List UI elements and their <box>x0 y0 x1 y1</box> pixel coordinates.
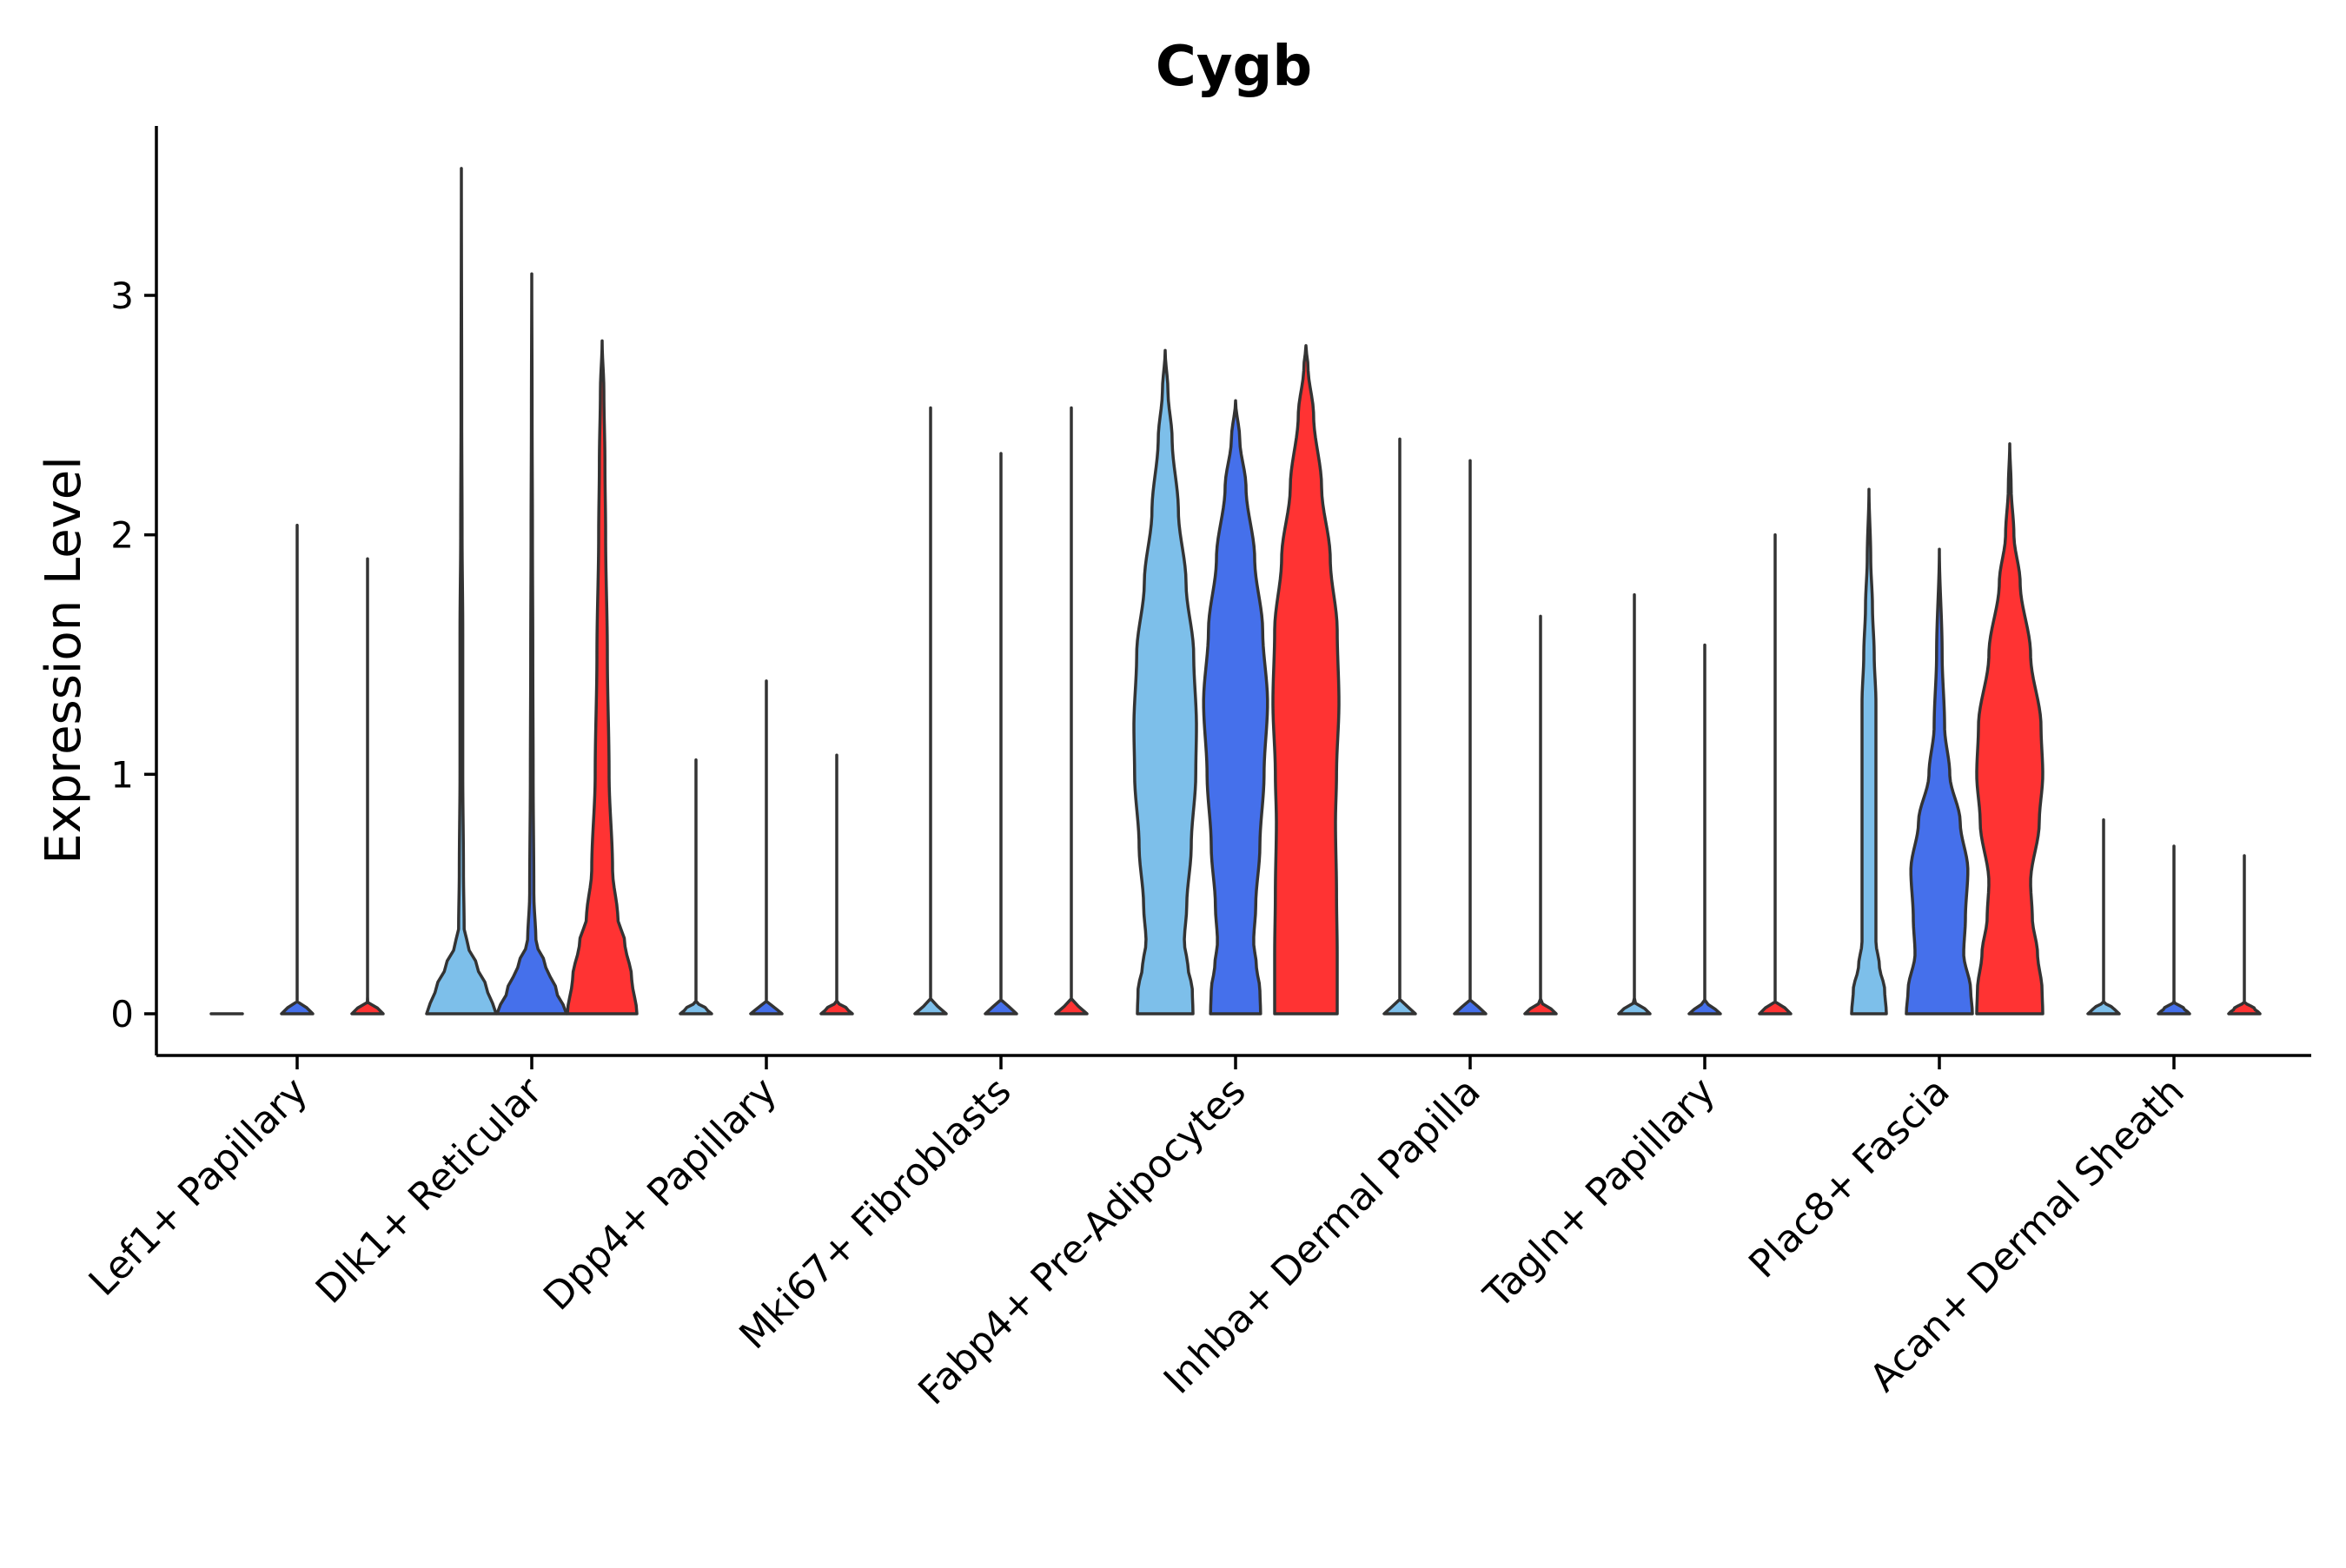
violin-8-3 <box>1975 442 2044 1016</box>
x-category-label-1: Lef1+ Papillary <box>81 1069 316 1305</box>
violin-4-2 <box>984 452 1018 1016</box>
violin-7-1 <box>1617 592 1652 1016</box>
violins-layer <box>209 167 2262 1016</box>
violin-3-2 <box>749 679 784 1016</box>
violin-5-3 <box>1271 344 1341 1016</box>
violin-5-2 <box>1202 399 1269 1016</box>
y-tick-label-3: 3 <box>110 275 134 317</box>
y-axis-label: Expression Level <box>36 456 92 864</box>
violin-3-3 <box>819 753 854 1016</box>
chart-title: Cygb <box>1156 35 1312 99</box>
violin-7-2 <box>1687 643 1722 1016</box>
violin-8-2 <box>1905 547 1974 1016</box>
x-category-label-2: Dlk1+ Reticular <box>308 1068 552 1313</box>
violin-3-1 <box>679 758 713 1016</box>
y-tick-label-0: 0 <box>110 993 134 1035</box>
violin-6-1 <box>1382 437 1417 1016</box>
violin-6-2 <box>1453 459 1488 1016</box>
violin-7-3 <box>1758 533 1793 1016</box>
violin-2-2 <box>495 272 568 1016</box>
violin-9-2 <box>2157 844 2191 1016</box>
x-category-label-8: Plac8+ Fascia <box>1740 1069 1958 1287</box>
y-tick-label-2: 2 <box>110 514 134 557</box>
violin-2-3 <box>566 339 639 1016</box>
y-tick-label-1: 1 <box>110 753 134 796</box>
violin-1-2 <box>280 523 315 1016</box>
violin-4-1 <box>913 406 948 1016</box>
x-category-label-3: Dpp4+ Papillary <box>535 1069 785 1320</box>
violin-4-3 <box>1054 406 1089 1016</box>
violin-8-1 <box>1850 487 1888 1016</box>
violin-5-1 <box>1132 348 1198 1016</box>
violin-6-3 <box>1523 614 1558 1016</box>
x-category-label-7: Tagln+ Papillary <box>1475 1069 1724 1318</box>
violin-2-1 <box>425 167 498 1016</box>
violin-9-1 <box>2086 817 2121 1016</box>
violin-1-3 <box>350 557 385 1016</box>
violin-9-3 <box>2227 854 2262 1016</box>
